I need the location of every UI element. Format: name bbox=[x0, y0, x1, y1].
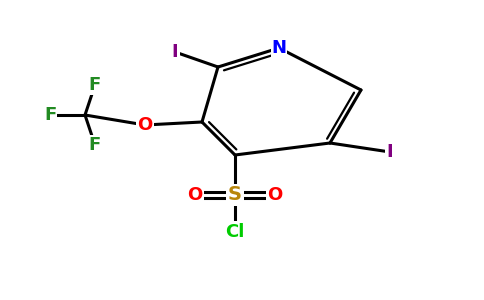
Text: S: S bbox=[228, 185, 242, 205]
Text: N: N bbox=[272, 39, 287, 57]
Text: I: I bbox=[387, 143, 393, 161]
Text: F: F bbox=[89, 136, 101, 154]
Text: F: F bbox=[44, 106, 56, 124]
Text: O: O bbox=[187, 186, 203, 204]
Text: I: I bbox=[172, 43, 178, 61]
Text: O: O bbox=[267, 186, 283, 204]
Text: F: F bbox=[89, 76, 101, 94]
Text: O: O bbox=[137, 116, 152, 134]
Text: Cl: Cl bbox=[226, 223, 245, 241]
